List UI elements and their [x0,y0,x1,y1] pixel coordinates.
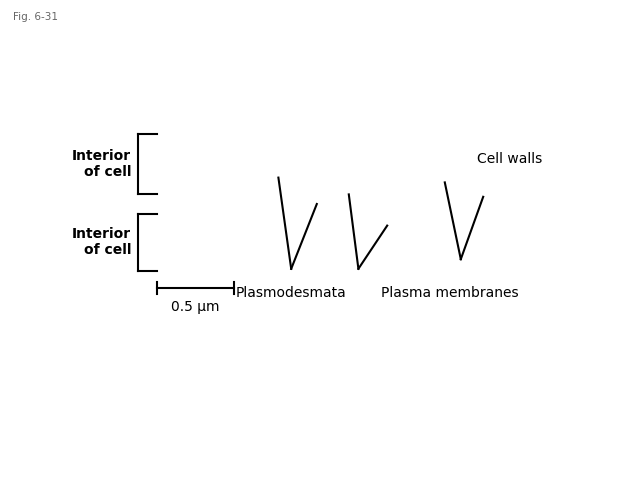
Text: Cell walls: Cell walls [477,152,542,166]
Text: 0.5 µm: 0.5 µm [171,300,220,314]
Text: Fig. 6-31: Fig. 6-31 [13,12,58,22]
Text: Interior
of cell: Interior of cell [72,149,131,179]
Text: Interior
of cell: Interior of cell [72,228,131,257]
Text: Plasma membranes: Plasma membranes [381,286,518,300]
Text: Plasmodesmata: Plasmodesmata [236,286,347,300]
